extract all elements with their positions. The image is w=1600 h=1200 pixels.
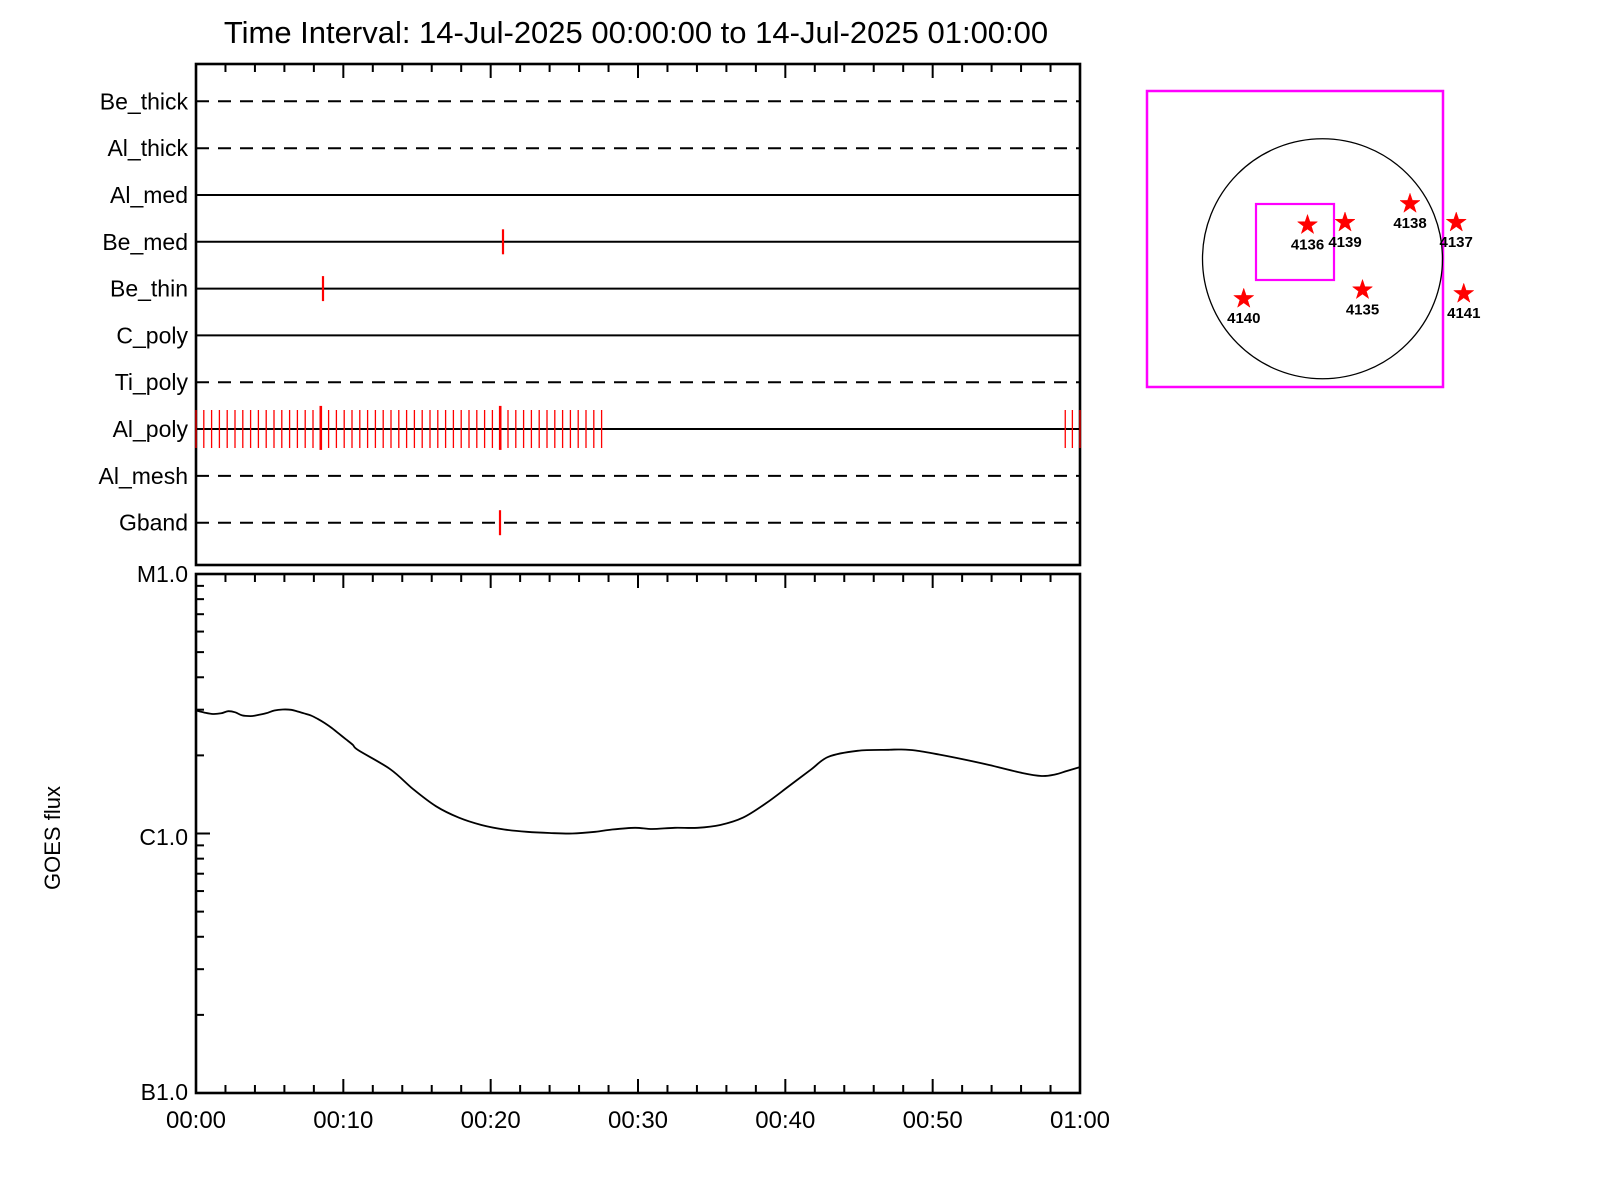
svg-text:4139: 4139 — [1328, 234, 1361, 251]
svg-text:00:00: 00:00 — [166, 1107, 226, 1134]
svg-text:4137: 4137 — [1440, 234, 1473, 251]
svg-text:Al_mesh: Al_mesh — [99, 463, 188, 489]
svg-text:4141: 4141 — [1447, 305, 1480, 322]
svg-text:Ti_poly: Ti_poly — [115, 369, 189, 395]
svg-text:00:20: 00:20 — [461, 1107, 521, 1134]
svg-text:C1.0: C1.0 — [139, 824, 188, 850]
svg-text:Be_thin: Be_thin — [110, 276, 188, 302]
svg-text:Be_thick: Be_thick — [100, 88, 189, 114]
svg-text:Al_poly: Al_poly — [113, 416, 189, 442]
svg-text:00:30: 00:30 — [608, 1107, 668, 1134]
svg-text:4138: 4138 — [1393, 215, 1426, 232]
svg-text:00:40: 00:40 — [755, 1107, 815, 1134]
svg-text:4136: 4136 — [1291, 237, 1324, 254]
svg-text:Be_med: Be_med — [102, 229, 188, 255]
svg-text:Time Interval: 14-Jul-2025 00:: Time Interval: 14-Jul-2025 00:00:00 to 1… — [224, 15, 1048, 50]
svg-text:4140: 4140 — [1227, 310, 1260, 327]
svg-text:00:10: 00:10 — [313, 1107, 373, 1134]
svg-text:Gband: Gband — [119, 510, 188, 536]
svg-text:B1.0: B1.0 — [141, 1079, 188, 1105]
svg-text:GOES flux: GOES flux — [40, 786, 65, 890]
svg-text:M1.0: M1.0 — [137, 561, 188, 587]
svg-text:Al_thick: Al_thick — [107, 135, 188, 161]
svg-text:4135: 4135 — [1346, 302, 1379, 319]
svg-text:C_poly: C_poly — [116, 322, 188, 348]
svg-text:01:00: 01:00 — [1050, 1107, 1110, 1134]
svg-text:00:50: 00:50 — [903, 1107, 963, 1134]
svg-text:Al_med: Al_med — [110, 182, 188, 208]
